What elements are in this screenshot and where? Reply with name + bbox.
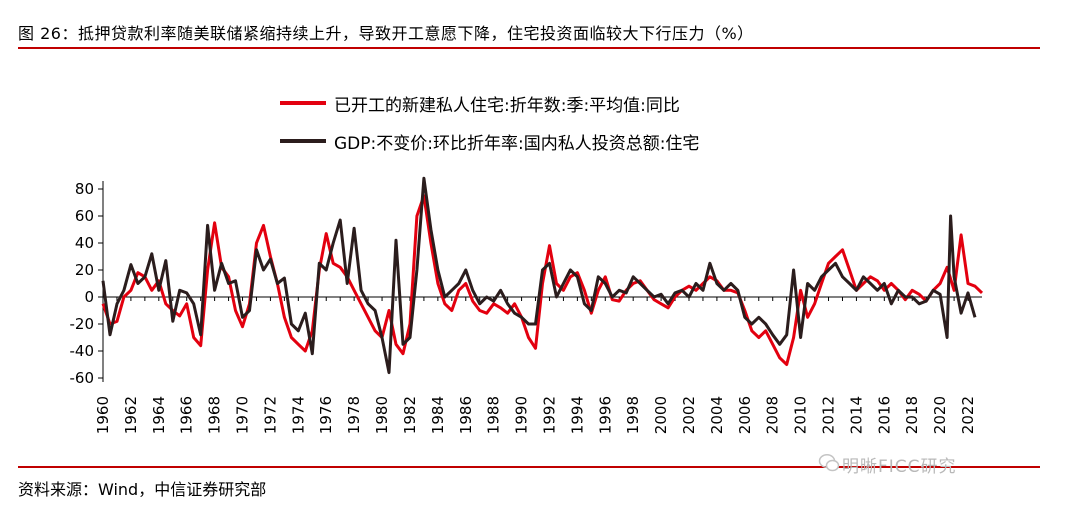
x-tick-label: 2008: [764, 396, 782, 434]
x-tick-label: 2016: [875, 396, 893, 434]
x-tick-label: 1994: [568, 396, 586, 434]
source-note: 资料来源：Wind，中信证券研究部: [18, 480, 267, 499]
x-tick-label: 1980: [373, 396, 391, 434]
y-tick-label: -60: [70, 369, 95, 387]
chart-legend: 已开工的新建私人住宅:折年数:季:平均值:同比 GDP:不变价:环比折年率:国内…: [280, 84, 699, 160]
footer-rule: [18, 466, 1040, 468]
series-line-residential-investment: [101, 176, 977, 375]
watermark: 明晰FICC研究: [842, 457, 957, 477]
legend-swatch-housing-starts: [280, 101, 326, 105]
legend-label-housing-starts: 已开工的新建私人住宅:折年数:季:平均值:同比: [334, 95, 680, 116]
y-tick-label: 60: [75, 207, 94, 225]
x-tick-label: 2014: [847, 396, 865, 434]
x-tick-label: 2020: [931, 396, 949, 434]
x-tick-label: 2022: [959, 396, 977, 434]
x-tick-label: 2000: [652, 396, 670, 434]
legend-label-residential-investment: GDP:不变价:环比折年率:国内私人投资总额:住宅: [334, 133, 700, 154]
wechat-icon: [818, 453, 840, 472]
title-rule: [18, 47, 1040, 49]
x-tick-label: 1968: [206, 396, 224, 434]
y-tick-label: -40: [70, 342, 95, 360]
y-tick-label: 40: [75, 234, 94, 252]
x-tick-label: 1970: [234, 396, 252, 434]
x-tick-label: 1988: [485, 396, 503, 434]
x-tick-label: 2002: [680, 396, 698, 434]
x-tick-label: 1998: [624, 396, 642, 434]
x-tick-label: 1960: [94, 396, 112, 434]
x-tick-label: 1996: [596, 396, 614, 434]
legend-item-housing-starts: 已开工的新建私人住宅:折年数:季:平均值:同比: [280, 84, 699, 122]
chart-axes: -60 -40 -20 0 20 40 60 80 1960 1962 1964 1966 1968 19…: [70, 180, 982, 434]
x-tick-label: 1992: [540, 396, 558, 434]
x-tick-label: 2006: [736, 396, 754, 434]
y-tick-label: -20: [70, 315, 95, 333]
x-tick-label: 2004: [708, 396, 726, 434]
x-tick-label: 2018: [903, 396, 921, 434]
legend-item-residential-investment: GDP:不变价:环比折年率:国内私人投资总额:住宅: [280, 122, 699, 160]
x-tick-label: 1966: [178, 396, 196, 434]
chart-series: [101, 176, 984, 375]
x-tick-label: 1986: [457, 396, 475, 434]
x-tick-label: 2010: [792, 396, 810, 434]
x-tick-label: 1978: [345, 396, 363, 434]
x-tick-label: 1974: [289, 396, 307, 434]
y-tick-label: 80: [75, 180, 94, 198]
legend-swatch-residential-investment: [280, 139, 326, 143]
y-tick-label: 20: [75, 261, 94, 279]
y-tick-label: 0: [84, 288, 94, 306]
x-tick-label: 1972: [261, 396, 279, 434]
x-tick-label: 1964: [150, 396, 168, 434]
figure-title: 图 26：抵押贷款利率随美联储紧缩持续上升，导致开工意愿下降，住宅投资面临较大下…: [18, 24, 754, 43]
x-tick-label: 1984: [429, 396, 447, 434]
x-tick-label: 1982: [401, 396, 419, 434]
x-tick-label: 1976: [317, 396, 335, 434]
x-tick-label: 1962: [122, 396, 140, 434]
x-tick-label: 2012: [820, 396, 838, 434]
x-tick-label: 1990: [513, 396, 531, 434]
